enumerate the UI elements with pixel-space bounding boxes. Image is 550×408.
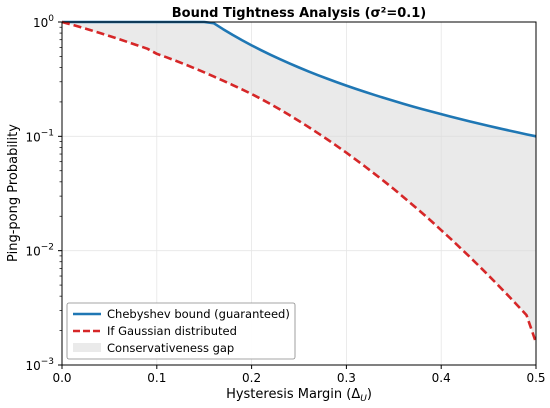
legend-label-gaussian: If Gaussian distributed — [107, 324, 237, 338]
y-tick-label: 10−1 — [25, 128, 54, 144]
series-line-gaussian — [61, 20, 538, 344]
y-axis-label: Ping-pong Probability — [6, 124, 21, 262]
x-tick-label: 0.2 — [242, 371, 261, 385]
x-tick-label: 0.4 — [432, 371, 451, 385]
x-tick-label: 0.3 — [337, 371, 356, 385]
y-tick-label: 10−3 — [25, 357, 54, 373]
y-axis-ticks: 100 10−1 10−2 10−3 — [25, 14, 62, 373]
x-tick-label: 0.5 — [526, 371, 545, 385]
legend-label-gap: Conservativeness gap — [107, 341, 234, 355]
legend-box — [66, 302, 296, 360]
x-tick-label: 0.0 — [52, 371, 71, 385]
fill-layer — [62, 22, 536, 343]
y-tick-label: 100 — [33, 14, 54, 30]
conservativeness-gap-area — [62, 22, 536, 343]
x-tick-label: 0.1 — [147, 371, 166, 385]
plot-frame — [61, 21, 537, 366]
legend-swatch-gap — [73, 343, 101, 352]
x-axis-ticks: 0.0 0.1 0.2 0.3 0.4 0.5 — [52, 365, 546, 385]
legend: Chebyshev bound (guaranteed) If Gaussian… — [66, 302, 296, 360]
legend-label-chebyshev: Chebyshev bound (guaranteed) — [107, 307, 290, 321]
y-tick-label: 10−2 — [25, 243, 54, 259]
chart-title: Bound Tightness Analysis (σ²=0.1) — [172, 6, 426, 21]
x-axis-label: Hysteresis Margin (ΔU) — [226, 387, 372, 404]
